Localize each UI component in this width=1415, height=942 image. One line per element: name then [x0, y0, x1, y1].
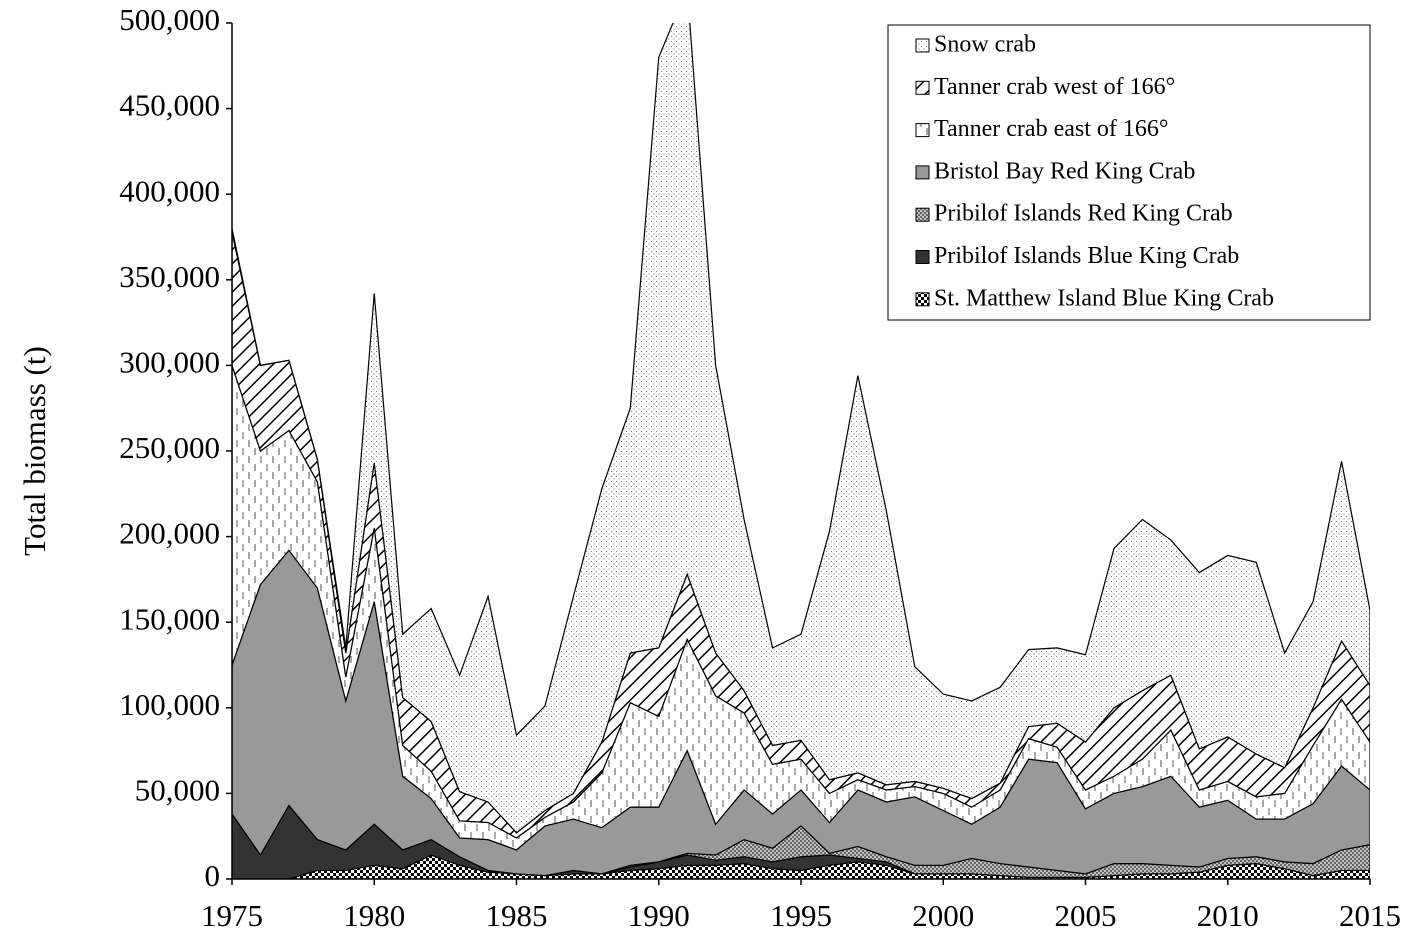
legend-box — [887, 24, 1371, 321]
legend-label: Snow crab — [934, 32, 1036, 58]
x-tick-label: 1985 — [486, 898, 548, 933]
legend-swatch — [915, 165, 930, 180]
y-tick-label: 100,000 — [119, 687, 220, 722]
legend-swatch — [915, 38, 930, 53]
y-tick-label: 300,000 — [119, 345, 220, 380]
legend-swatch — [915, 207, 930, 222]
x-tick-label: 1990 — [628, 898, 690, 933]
legend-swatch — [915, 292, 930, 307]
legend-label: Bristol Bay Red King Crab — [934, 158, 1195, 184]
y-tick-label: 0 — [205, 858, 221, 893]
x-tick-label: 2010 — [1197, 898, 1259, 933]
y-axis-label: Total biomass (t) — [17, 346, 52, 556]
x-tick-label: 1995 — [770, 898, 832, 933]
legend-label: St. Matthew Island Blue King Crab — [934, 285, 1274, 311]
y-tick-label: 150,000 — [119, 601, 220, 636]
y-tick-label: 250,000 — [119, 430, 220, 465]
x-tick-label: 2000 — [912, 898, 974, 933]
plot-areas — [232, 23, 1370, 879]
y-tick-label: 450,000 — [119, 88, 220, 123]
y-tick-label: 200,000 — [119, 516, 220, 551]
legend-label: Pribilof Islands Blue King Crab — [934, 243, 1239, 269]
y-tick-label: 400,000 — [119, 173, 220, 208]
axes: 0 50,000 100,000 150,000 200,000 250,000 300,0… — [119, 2, 1401, 933]
legend-swatch — [915, 80, 930, 95]
x-tick-label: 2005 — [1055, 898, 1117, 933]
x-tick-label: 1975 — [201, 898, 263, 933]
legend-label: Tanner crab east of 166° — [934, 116, 1168, 142]
y-tick-label: 350,000 — [119, 259, 220, 294]
y-tick-label: 500,000 — [119, 2, 220, 37]
legend-label: Tanner crab west of 166° — [934, 74, 1175, 100]
y-tick-label: 50,000 — [135, 773, 220, 808]
area — [232, 23, 1370, 834]
legend-swatch — [915, 123, 930, 138]
legend-swatch — [915, 250, 930, 264]
x-tick-label: 2015 — [1339, 898, 1401, 933]
legend-label: Pribilof Islands Red King Crab — [934, 201, 1233, 227]
x-tick-label: 1980 — [343, 898, 405, 933]
legend: Snow crab Tanner crab west of 166° Tanner … — [915, 32, 1274, 311]
